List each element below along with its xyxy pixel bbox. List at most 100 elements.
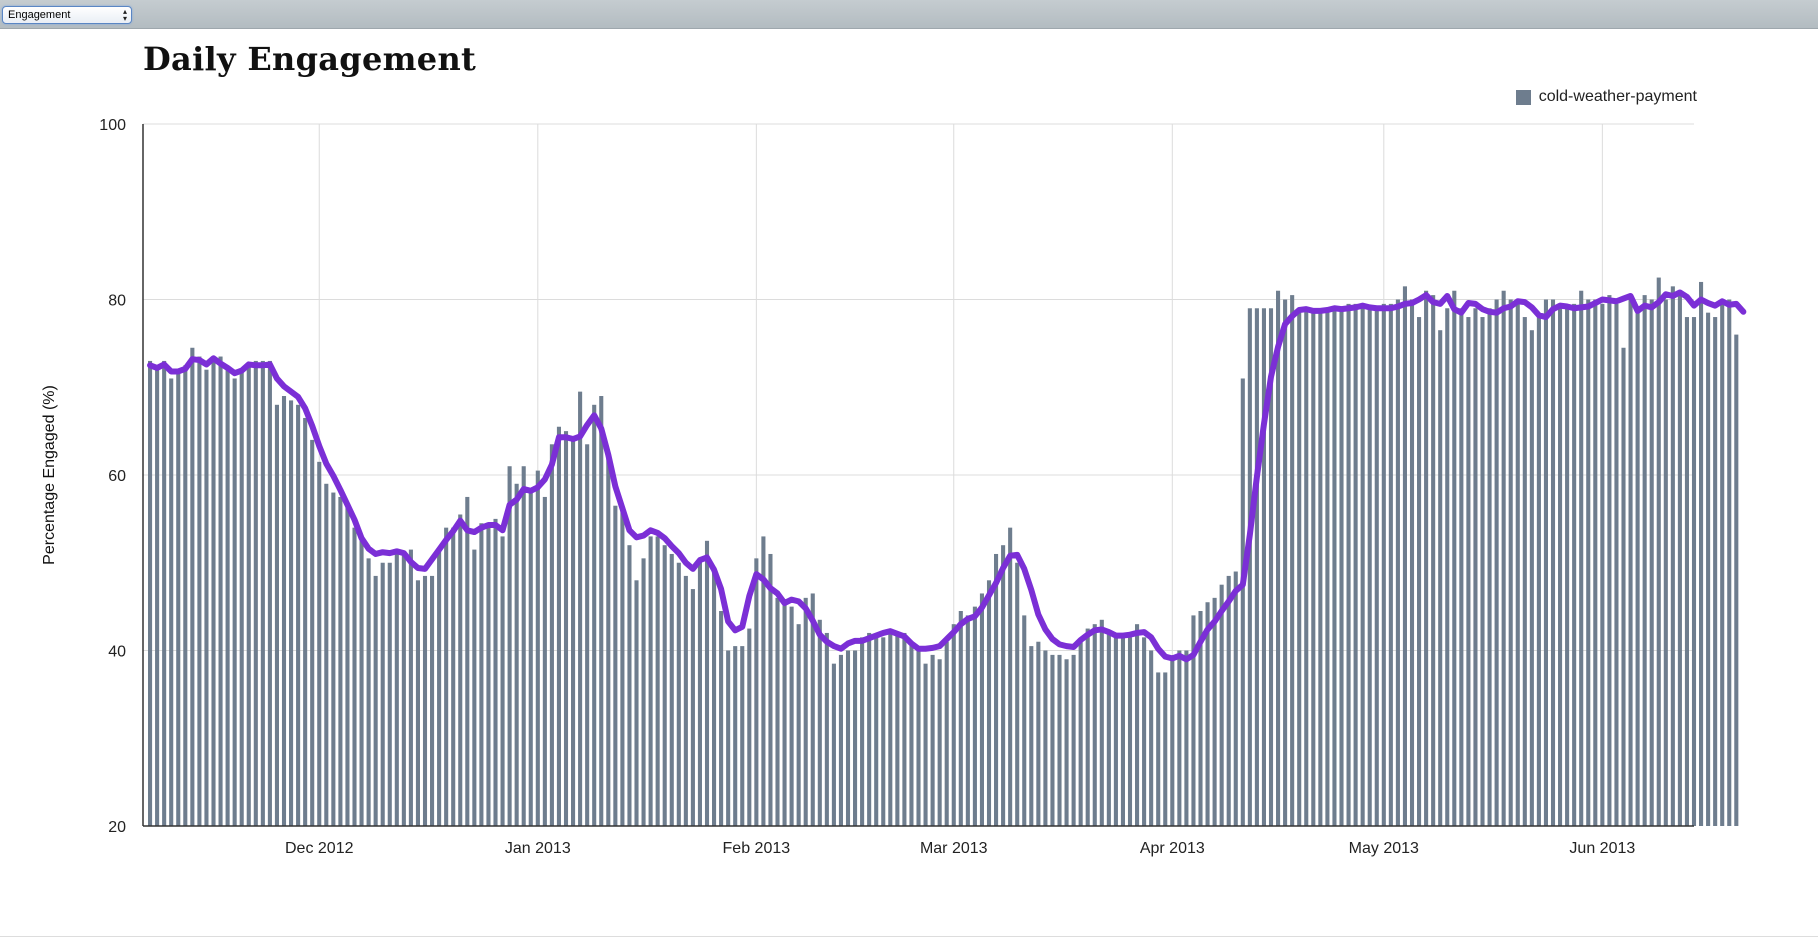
bar [1092,624,1097,826]
bar [556,426,561,826]
bar [1318,308,1323,826]
x-tick-label: Jun 2013 [1569,840,1635,857]
bar [733,646,738,826]
bar [1254,308,1259,826]
bar [1677,295,1682,826]
bar [1106,632,1111,826]
bar [1628,295,1633,826]
bar [1572,303,1577,826]
bar [1706,312,1711,826]
bar [387,562,392,826]
bar [1649,299,1654,826]
bar [1261,308,1266,826]
bar [401,553,406,826]
bar [359,536,364,826]
bar [465,496,470,826]
bar [923,663,928,826]
bar [352,527,357,826]
bar [571,439,576,826]
bar [528,492,533,826]
metric-select[interactable]: Engagement ▴ ▾ [2,6,132,24]
bar [1247,308,1252,826]
bar [563,431,569,827]
bar [1346,303,1351,826]
bar [909,641,914,826]
bar [1332,308,1337,826]
bar [1226,575,1231,826]
bar [1424,290,1429,827]
bar [1536,317,1541,826]
bar [853,650,858,826]
bar [1057,654,1062,826]
bar [1156,672,1161,826]
bar [1367,308,1372,826]
top-toolbar: Engagement ▴ ▾ [0,0,1818,29]
y-tick-label: 20 [108,819,126,836]
bar [1529,330,1534,826]
bar [775,597,780,826]
bar [669,553,674,826]
y-tick-label: 100 [99,117,126,134]
bar [183,365,188,826]
bar [1713,317,1718,826]
bar [958,611,963,826]
metric-select-value: Engagement [8,9,71,21]
bar [1642,295,1647,826]
bar [1219,584,1224,826]
bar [620,505,625,826]
bar [902,632,907,826]
bar [803,597,808,826]
bar [1593,299,1598,826]
chart-legend: cold-weather-payment [1515,88,1697,106]
bar [1487,308,1492,826]
bar [1515,303,1520,826]
bar [507,466,512,826]
bar [267,360,272,826]
bar [324,483,329,826]
bar [845,650,851,826]
bar [162,360,167,826]
bar [994,553,999,826]
bar [1184,650,1189,826]
bar [1050,654,1055,826]
bar [965,615,970,826]
bar [1325,308,1330,826]
bar [345,505,350,826]
x-tick-label: Feb 2013 [723,840,791,857]
bar [1268,308,1274,826]
bar [1177,650,1182,826]
chart-title: Daily Engagement [143,40,477,78]
bar [986,580,992,826]
bar [1127,637,1133,826]
bar [1043,650,1048,826]
bar [754,558,759,826]
bar [1720,299,1725,826]
bar [1670,286,1675,827]
bar [176,369,181,826]
bar [380,562,385,826]
bar [1459,308,1464,826]
bar [1501,290,1506,827]
bar [1163,672,1168,826]
bar [930,654,935,826]
x-tick-label: May 2013 [1349,840,1419,857]
bar [211,360,216,826]
bar [549,444,554,826]
bar [1360,308,1365,826]
bar [1374,308,1379,826]
bar [394,549,399,826]
bar [204,369,209,826]
bar [1452,290,1457,827]
bar [218,356,223,826]
bar [1078,641,1083,826]
bar [1417,317,1422,826]
bar [1473,308,1478,826]
bar [472,549,477,826]
bar [486,523,491,826]
y-axis-title: Percentage Engaged (%) [41,385,58,565]
bar [289,400,294,826]
bar [1656,277,1661,826]
moving-average-line [147,289,1747,663]
bar [726,650,731,826]
bar [225,369,230,826]
